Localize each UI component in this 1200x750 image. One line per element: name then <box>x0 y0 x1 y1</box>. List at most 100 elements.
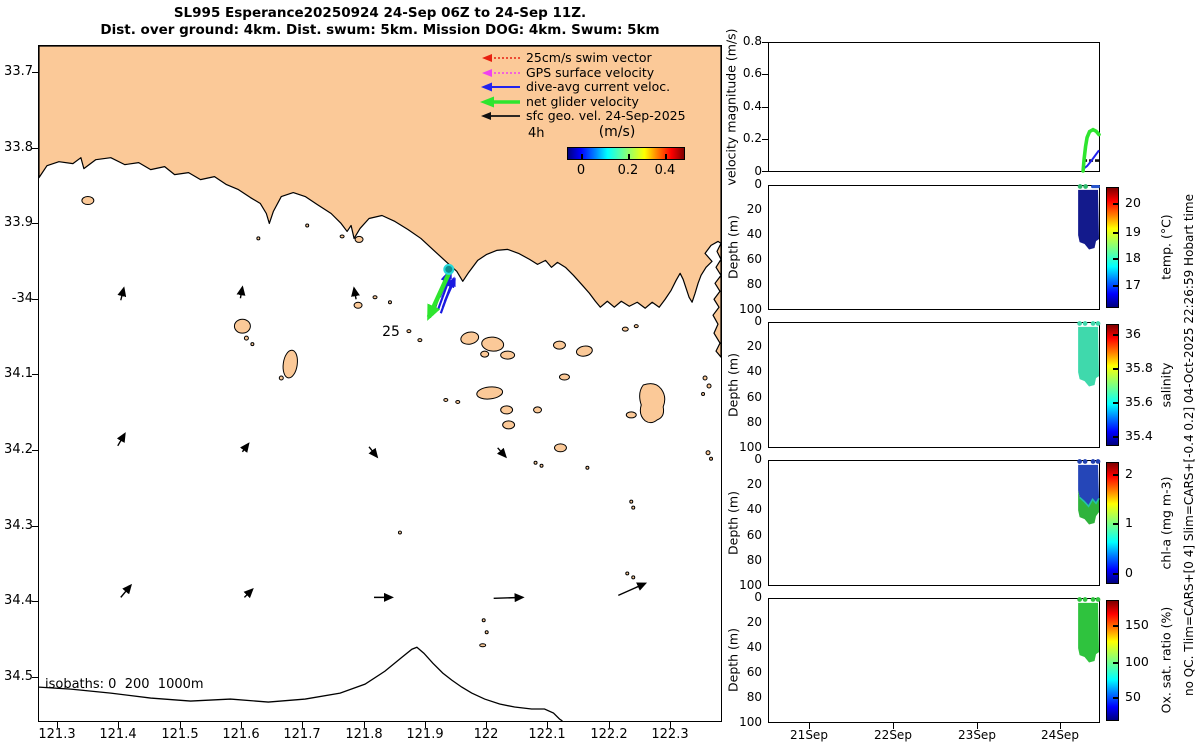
depth-tick: 40 <box>746 227 762 241</box>
chl-panel <box>768 459 1101 586</box>
map-tickmark <box>32 148 38 149</box>
title-line-2: Dist. over ground: 4km. Dist. swum: 5km.… <box>100 22 660 38</box>
isobath-contour <box>39 646 563 721</box>
surface-marker <box>1095 321 1101 326</box>
depth-tick: 80 <box>746 553 762 567</box>
colorbar-tickmark <box>1113 368 1119 370</box>
time-tickmark <box>809 723 810 729</box>
map-x-tick: 121.9 <box>406 727 444 742</box>
salinity-colorbar <box>1106 324 1119 446</box>
map-tickmark <box>32 72 38 73</box>
map-x-tick: 122 <box>473 727 499 742</box>
salinity-scatter-blob <box>1078 326 1099 387</box>
map-y-tick: 34.1 <box>4 366 33 381</box>
legend-label-swim: 25cm/s swim vector <box>525 50 652 65</box>
temp-scatter-blob <box>1078 189 1099 250</box>
chl-scatter-transition <box>1079 496 1100 508</box>
map-x-tick: 122.2 <box>590 727 628 742</box>
vector-colorbar-tickmark <box>665 154 667 160</box>
map-tickmark <box>32 450 38 451</box>
legend-row-net-glider: net glider velocity <box>478 94 639 109</box>
vector-cbar-tick-02: 0.2 <box>617 163 639 178</box>
temp-cbar-tick: 19 <box>1125 224 1141 239</box>
depth-tick: 0 <box>754 177 762 191</box>
colorbar-tickmark <box>1113 285 1119 287</box>
map-tickmark <box>241 722 242 728</box>
legend-label-gps: GPS surface velocity <box>525 64 655 80</box>
surface-marker <box>1090 321 1096 326</box>
surface-marker <box>1095 459 1101 464</box>
temp-cbar-tick: 20 <box>1125 195 1141 210</box>
depth-tick: 80 <box>746 277 762 291</box>
time-tick: 21Sep <box>790 728 828 742</box>
map-tickmark <box>32 526 38 527</box>
map-y-tick: 33.7 <box>4 64 33 79</box>
salinity-cbar-label: salinity <box>1158 362 1174 408</box>
ox-scatter-blob <box>1078 602 1099 663</box>
surface-marker <box>1095 597 1101 602</box>
map-y-tick: 33.9 <box>4 215 33 230</box>
legend-row-swim: 25cm/s swim vector <box>478 50 652 65</box>
time-tick: 22Sep <box>874 728 912 742</box>
colorbar-tickmark <box>1113 523 1119 525</box>
chl-cbar-tick: 2 <box>1125 466 1133 481</box>
legend-label-net-glider: net glider velocity <box>525 93 639 109</box>
map-y-tick: 33.8 <box>4 140 33 155</box>
temp-panel <box>768 184 1100 310</box>
map-x-tick: 122.1 <box>528 727 566 742</box>
time-tick: 24Sep <box>1041 728 1079 742</box>
map-y-tick: 34.4 <box>4 593 33 608</box>
time-tickmark <box>1060 723 1061 729</box>
vector-cbar-tick-0: 0 <box>576 163 586 178</box>
depth-tick: 80 <box>746 690 762 704</box>
swim-vector-arrow-icon <box>482 54 520 62</box>
map-tickmark <box>486 722 487 728</box>
map-tickmark <box>32 601 38 602</box>
salinity-plot <box>1077 321 1101 387</box>
map-y-tick: 34.3 <box>4 518 33 533</box>
surface-marker <box>1091 185 1100 189</box>
depth-tick: 0 <box>754 590 762 604</box>
map-tickmark <box>547 722 548 728</box>
colorbar-tickmark <box>1113 436 1119 438</box>
net-glider-arrow-icon <box>480 96 520 107</box>
sfc-geo-arrow-icon <box>481 112 520 120</box>
surface-marker <box>1077 459 1083 464</box>
panel-tickmark <box>762 139 768 140</box>
mainland-landmass <box>39 46 721 358</box>
map-x-tick: 122.3 <box>651 727 689 742</box>
salinity-cbar-tick: 35.6 <box>1125 394 1153 409</box>
map-x-tick: 121.6 <box>222 727 260 742</box>
ox-panel <box>768 597 1101 723</box>
depth-tick: 40 <box>746 364 762 378</box>
temp-depth-axis-label: Depth (m) <box>725 215 741 279</box>
velocity-y-tick: 0.4 <box>742 99 762 113</box>
colorbar-tickmark <box>1113 474 1119 476</box>
surfacing-marker <box>443 263 455 275</box>
chl-scatter-blob-deep <box>1078 490 1099 525</box>
depth-tick: 0 <box>754 314 762 328</box>
legend-row-gps: GPS surface velocity <box>478 65 654 80</box>
colorbar-tickmark <box>1113 258 1119 260</box>
title-line-1: SL995 Esperance20250924 24-Sep 06Z to 24… <box>173 5 587 21</box>
map-tickmark <box>609 722 610 728</box>
depth-tick: 60 <box>746 252 762 266</box>
chl-cbar-tick: 1 <box>1125 515 1133 530</box>
map-tickmark <box>57 722 58 728</box>
net-glider-velocity-line <box>1081 127 1101 173</box>
map-x-tick: 121.3 <box>38 727 76 742</box>
ox-cbar-tick: 150 <box>1125 617 1149 632</box>
map-y-tick: 34.2 <box>4 442 33 457</box>
panel-tickmark <box>762 42 768 43</box>
isobaths-label: isobaths: 0 200 1000m <box>45 677 204 692</box>
velocity-y-tick: 0 <box>754 164 762 178</box>
colorbar-tickmark <box>1113 662 1119 664</box>
temp-plot <box>1077 184 1100 250</box>
map-y-tick: 34.5 <box>4 669 33 684</box>
map-tickmark <box>180 722 181 728</box>
colorbar-tickmark <box>1113 334 1119 336</box>
velocity-y-tick: 0.8 <box>742 34 762 48</box>
dive-number-label: 25 <box>382 324 400 340</box>
depth-tick: 60 <box>746 528 762 542</box>
